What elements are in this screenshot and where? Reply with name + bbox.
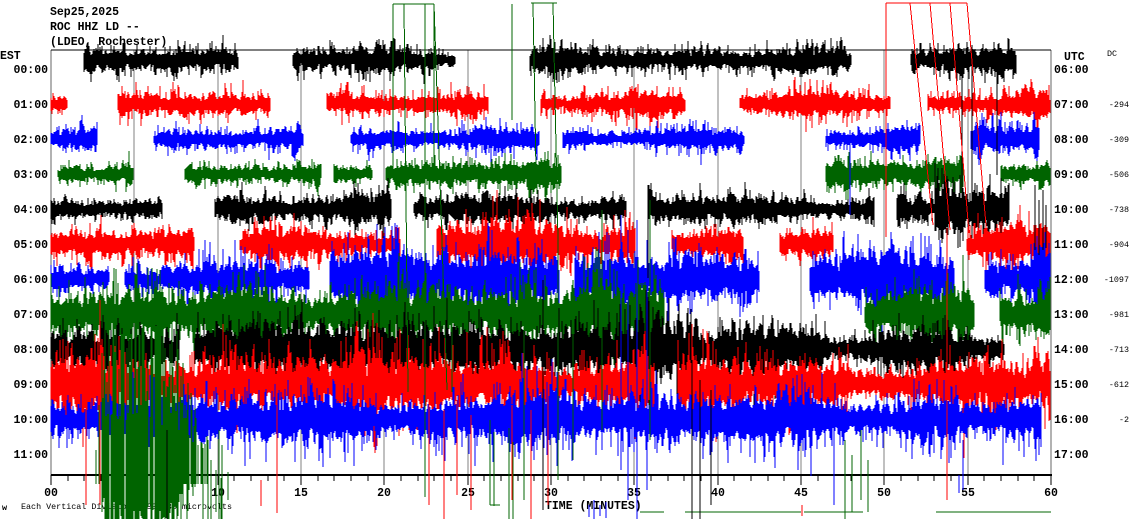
- svg-text:07:00: 07:00: [1054, 99, 1089, 112]
- svg-text:w: w: [2, 503, 7, 513]
- svg-text:09:00: 09:00: [13, 379, 48, 392]
- svg-text:-713: -713: [1109, 345, 1129, 355]
- svg-text:10:00: 10:00: [13, 414, 48, 427]
- svg-text:-1097: -1097: [1104, 275, 1129, 285]
- svg-text:01:00: 01:00: [13, 99, 48, 112]
- svg-text:17:00: 17:00: [1054, 449, 1089, 462]
- svg-text:06:00: 06:00: [13, 274, 48, 287]
- svg-text:(LDEO, Rochester): (LDEO, Rochester): [50, 36, 167, 49]
- svg-text:ROC HHZ LD --: ROC HHZ LD --: [50, 21, 140, 34]
- svg-text:10:00: 10:00: [1054, 204, 1089, 217]
- svg-text:06:00: 06:00: [1054, 64, 1089, 77]
- svg-text:11:00: 11:00: [1054, 239, 1089, 252]
- svg-text:50: 50: [877, 487, 891, 500]
- svg-text:-612: -612: [1109, 380, 1129, 390]
- svg-text:07:00: 07:00: [13, 309, 48, 322]
- svg-text:00: 00: [44, 487, 58, 500]
- svg-text:DC: DC: [1107, 49, 1117, 59]
- svg-text:15: 15: [294, 487, 308, 500]
- svg-text:04:00: 04:00: [13, 204, 48, 217]
- svg-text:20: 20: [377, 487, 391, 500]
- svg-text:EST: EST: [0, 50, 21, 63]
- svg-text:45: 45: [794, 487, 808, 500]
- svg-text:-294: -294: [1109, 100, 1129, 110]
- svg-text:35: 35: [627, 487, 641, 500]
- svg-text:16:00: 16:00: [1054, 414, 1089, 427]
- svg-text:05:00: 05:00: [13, 239, 48, 252]
- svg-text:-2: -2: [1119, 415, 1129, 425]
- svg-text:03:00: 03:00: [13, 169, 48, 182]
- svg-text:08:00: 08:00: [13, 344, 48, 357]
- svg-text:30: 30: [544, 487, 558, 500]
- svg-text:08:00: 08:00: [1054, 134, 1089, 147]
- svg-text:00:00: 00:00: [13, 64, 48, 77]
- svg-text:-309: -309: [1109, 135, 1129, 145]
- svg-text:15:00: 15:00: [1054, 379, 1089, 392]
- svg-text:02:00: 02:00: [13, 134, 48, 147]
- svg-text:Sep25,2025: Sep25,2025: [50, 6, 119, 19]
- svg-text:11:00: 11:00: [13, 449, 48, 462]
- svg-text:13:00: 13:00: [1054, 309, 1089, 322]
- svg-text:60: 60: [1044, 487, 1058, 500]
- svg-text:14:00: 14:00: [1054, 344, 1089, 357]
- svg-text:09:00: 09:00: [1054, 169, 1089, 182]
- svg-text:10: 10: [211, 487, 225, 500]
- svg-text:25: 25: [461, 487, 475, 500]
- svg-text:UTC: UTC: [1064, 51, 1085, 64]
- svg-text:12:00: 12:00: [1054, 274, 1089, 287]
- svg-text:-506: -506: [1109, 170, 1129, 180]
- svg-text:-981: -981: [1109, 310, 1129, 320]
- svg-text:55: 55: [961, 487, 975, 500]
- svg-text:-738: -738: [1109, 205, 1129, 215]
- svg-text:40: 40: [711, 487, 725, 500]
- svg-text:-904: -904: [1109, 240, 1129, 250]
- svg-text:TIME (MINUTES): TIME (MINUTES): [545, 500, 642, 513]
